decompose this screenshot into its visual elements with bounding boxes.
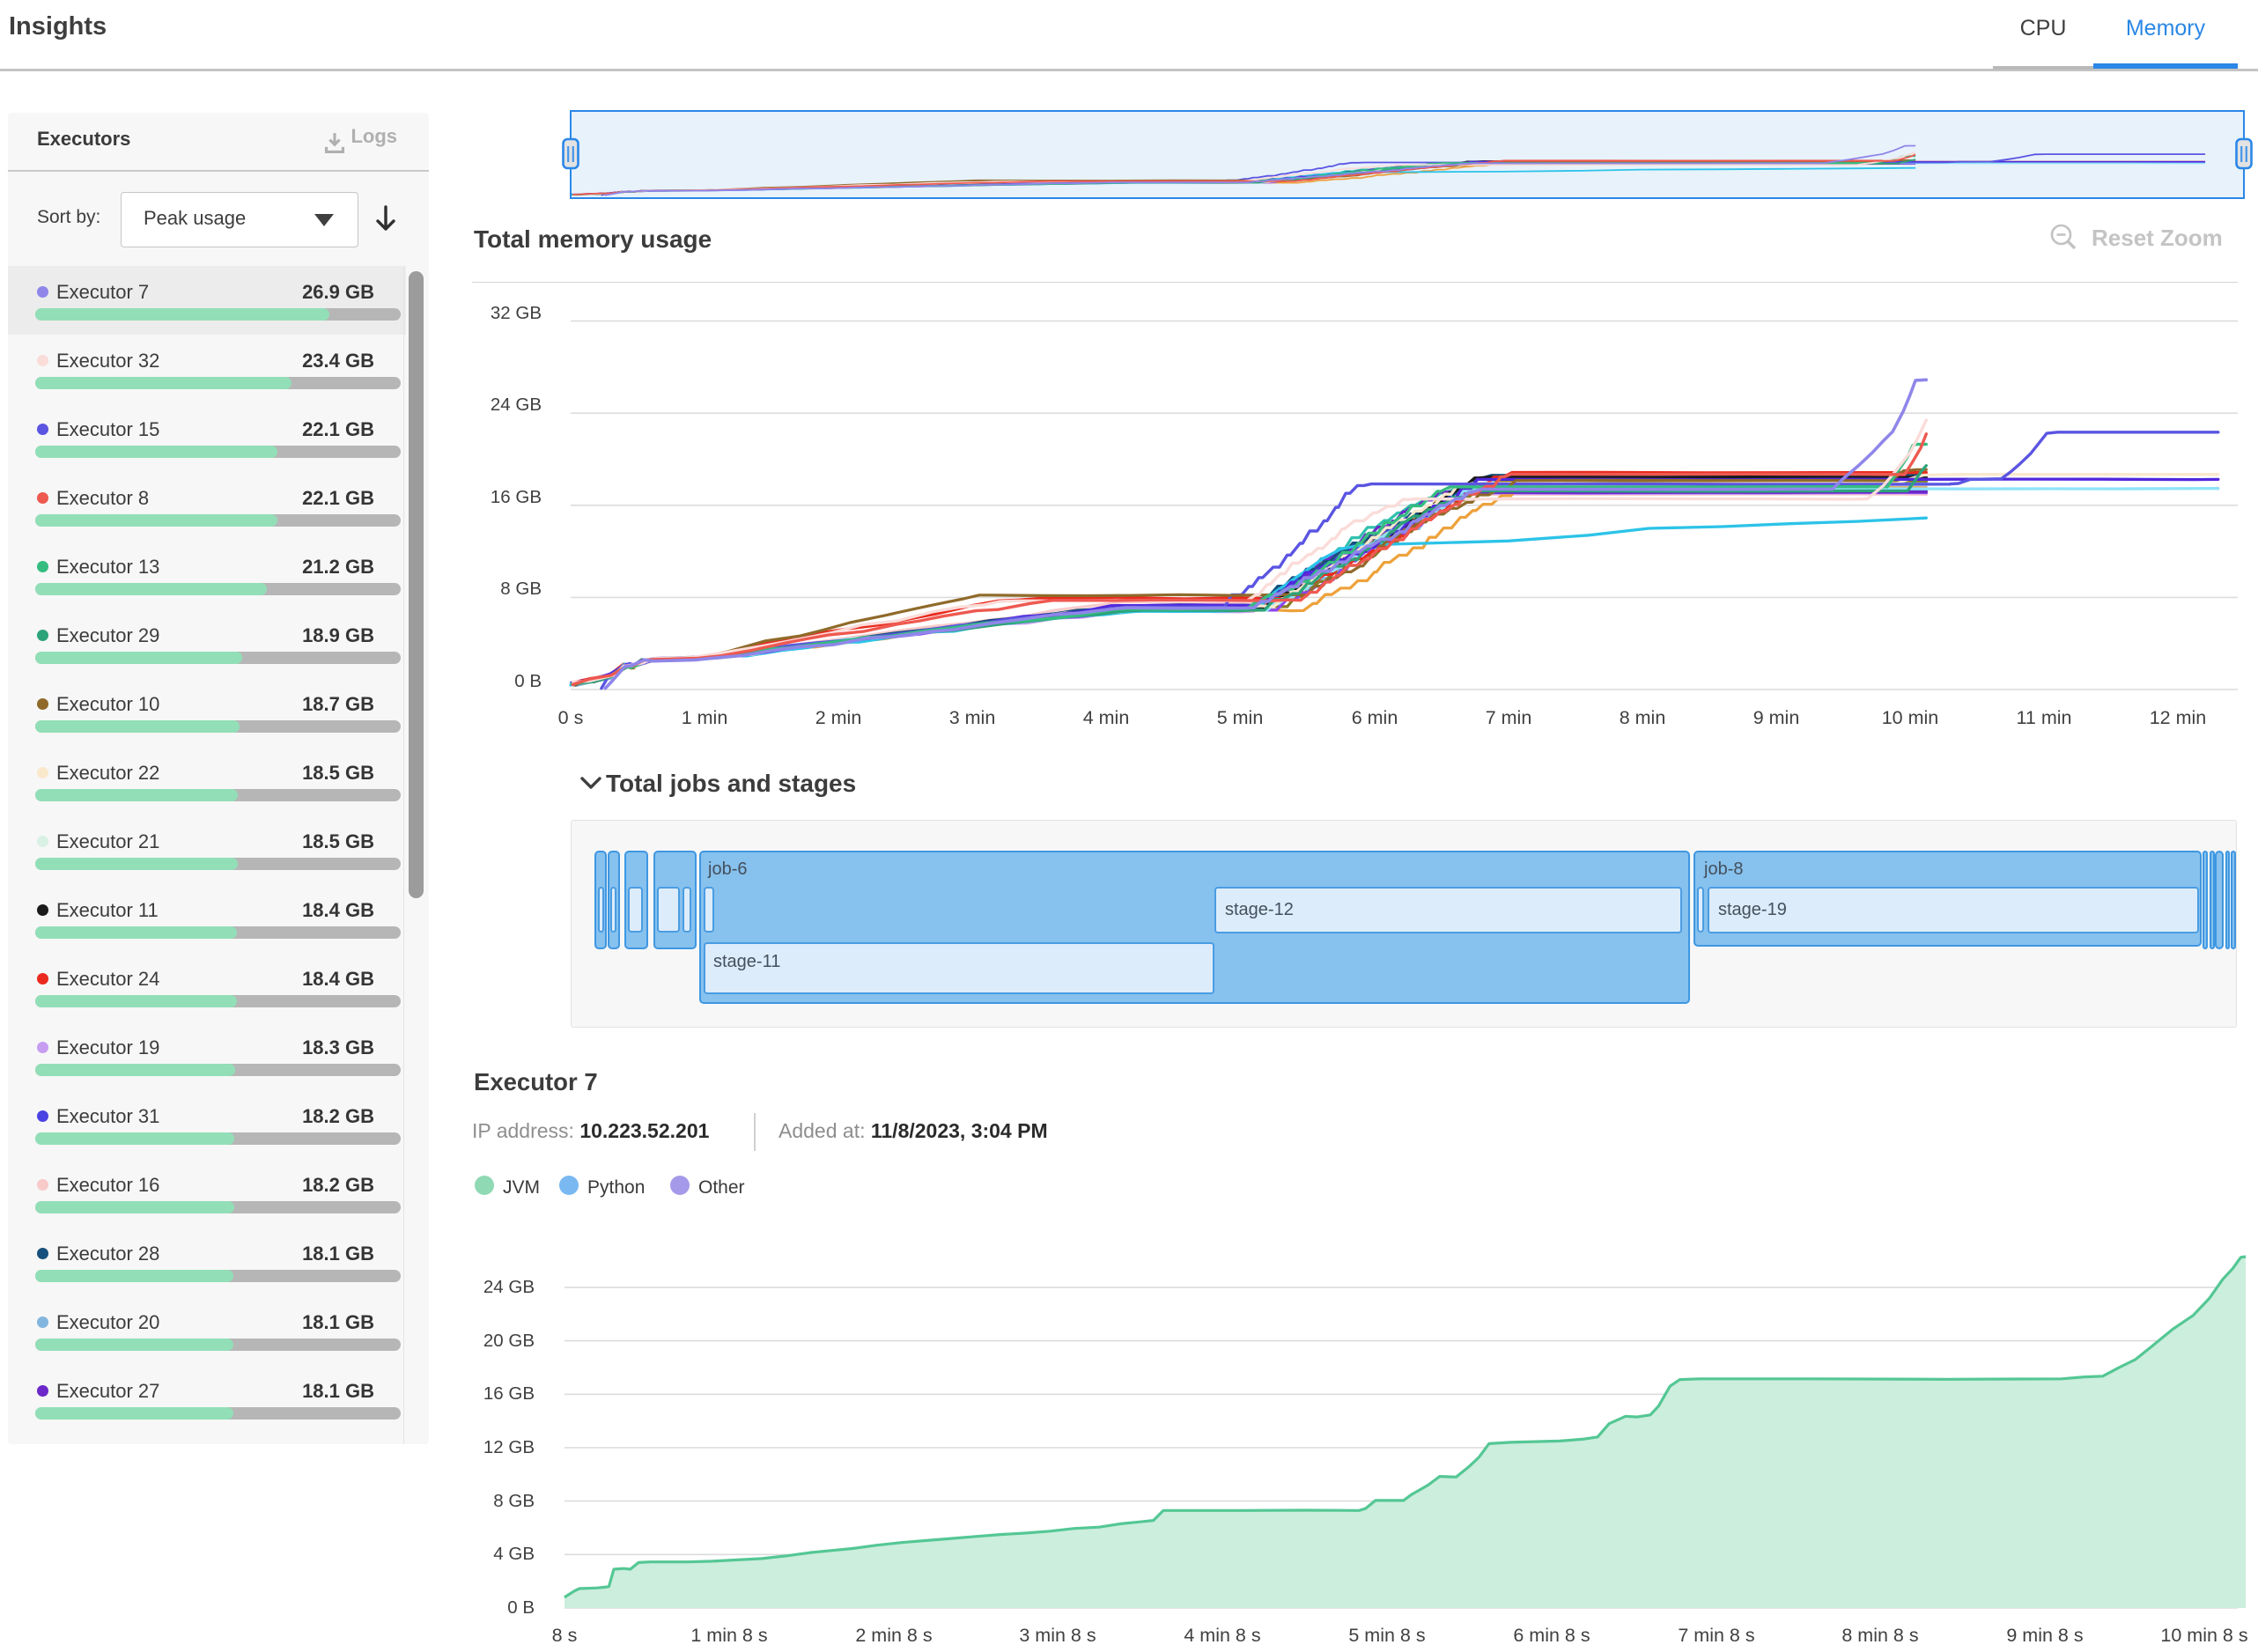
svg-text:32 GB: 32 GB (491, 303, 542, 323)
svg-text:6 min 8 s: 6 min 8 s (1513, 1625, 1590, 1646)
svg-text:4 min: 4 min (1083, 707, 1130, 728)
svg-text:11 min: 11 min (2017, 707, 2072, 728)
svg-text:8 GB: 8 GB (493, 1491, 535, 1511)
svg-text:2 min: 2 min (815, 707, 862, 728)
svg-text:1 min 8 s: 1 min 8 s (690, 1625, 767, 1646)
svg-text:6 min: 6 min (1352, 707, 1398, 728)
svg-text:0 B: 0 B (514, 671, 542, 691)
svg-text:8 s: 8 s (552, 1625, 578, 1646)
svg-text:4 min 8 s: 4 min 8 s (1184, 1625, 1260, 1646)
svg-text:12 GB: 12 GB (483, 1437, 535, 1457)
svg-text:7 min: 7 min (1486, 707, 1532, 728)
svg-text:1 min: 1 min (682, 707, 728, 728)
svg-text:7 min 8 s: 7 min 8 s (1678, 1625, 1754, 1646)
svg-text:9 min 8 s: 9 min 8 s (2006, 1625, 2083, 1646)
svg-text:10 min: 10 min (1882, 707, 1939, 728)
svg-text:3 min: 3 min (949, 707, 996, 728)
svg-text:3 min 8 s: 3 min 8 s (1019, 1625, 1096, 1646)
svg-text:5 min 8 s: 5 min 8 s (1348, 1625, 1425, 1646)
svg-text:8 GB: 8 GB (500, 579, 542, 599)
svg-text:12 min: 12 min (2150, 707, 2207, 728)
svg-text:9 min: 9 min (1753, 707, 1800, 728)
svg-text:0 B: 0 B (507, 1597, 535, 1618)
svg-text:0 s: 0 s (558, 707, 584, 728)
svg-text:10 min 8 s: 10 min 8 s (2160, 1625, 2247, 1646)
svg-text:8 min: 8 min (1620, 707, 1666, 728)
svg-text:2 min 8 s: 2 min 8 s (855, 1625, 932, 1646)
svg-text:24 GB: 24 GB (483, 1277, 535, 1297)
svg-text:8 min 8 s: 8 min 8 s (1841, 1625, 1918, 1646)
svg-text:5 min: 5 min (1217, 707, 1264, 728)
svg-text:16 GB: 16 GB (491, 487, 542, 507)
svg-text:16 GB: 16 GB (483, 1383, 535, 1404)
svg-text:24 GB: 24 GB (491, 395, 542, 415)
svg-text:4 GB: 4 GB (493, 1544, 535, 1564)
svg-text:20 GB: 20 GB (483, 1331, 535, 1351)
